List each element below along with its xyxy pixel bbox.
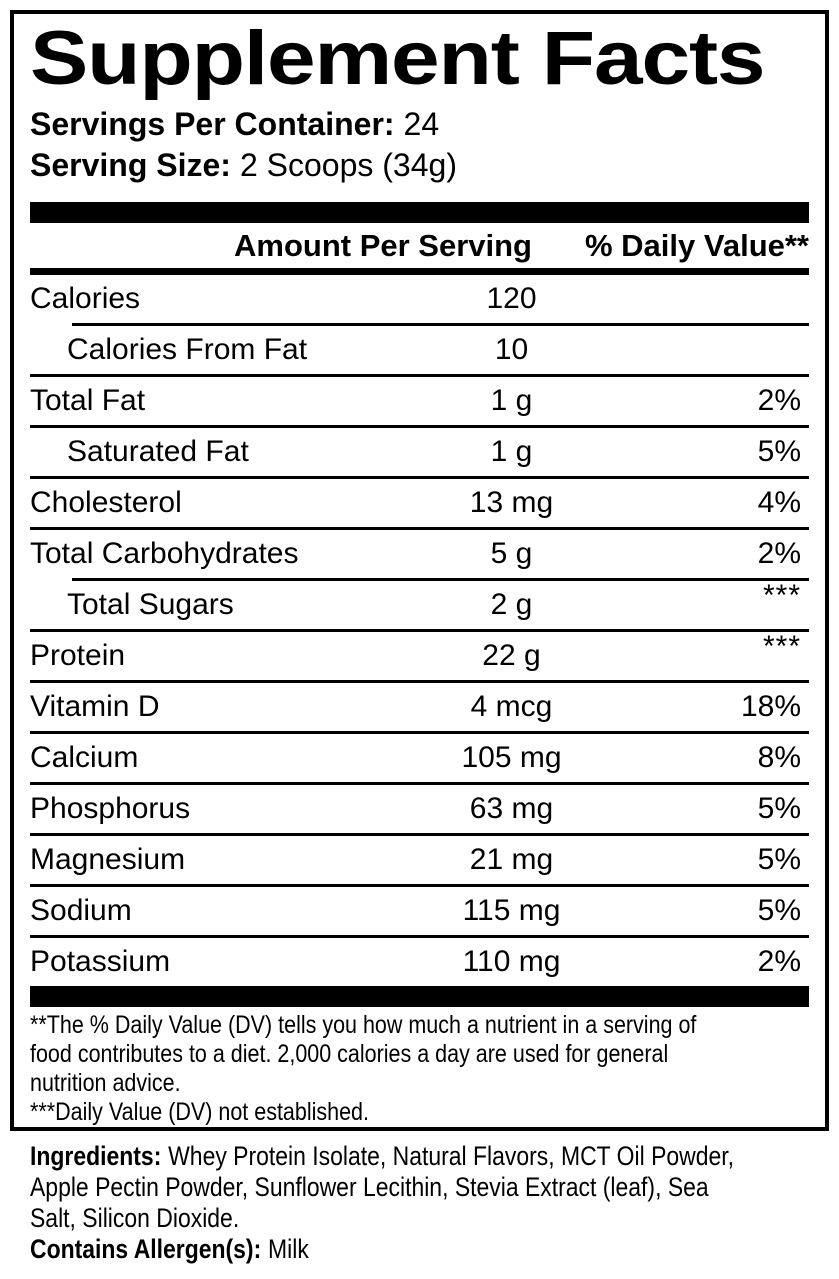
table-row-total-sugars: Total Sugars 2 g *** (30, 579, 809, 629)
supplement-facts-panel: Supplement Facts Servings Per Container:… (10, 10, 829, 1131)
nutrient-name: Calories (30, 282, 141, 315)
row-divider (30, 782, 809, 785)
nutrient-name: Magnesium (30, 843, 186, 876)
ingredients-line: Ingredients: Whey Protein Isolate, Natura… (30, 1141, 734, 1172)
nutrient-amount: 4 mcg (470, 690, 553, 723)
nutrient-name: Cholesterol (30, 486, 182, 519)
row-divider (30, 833, 809, 836)
table-row-saturated-fat: Saturated Fat 1 g 5% (30, 428, 809, 476)
ingredients-line: Salt, Silicon Dioxide. (30, 1203, 240, 1233)
allergen-value: Milk (268, 1234, 309, 1264)
table-row-cholesterol: Cholesterol 13 mg 4% (30, 479, 809, 527)
servings-per-container-label: Servings Per Container: (30, 106, 395, 142)
nutrient-amount: 21 mg (469, 843, 554, 876)
nutrient-dv: 5% (757, 843, 801, 876)
dv-footnote-line: **The % Daily Value (DV) tells you how m… (30, 1011, 697, 1039)
nutrient-name: Saturated Fat (67, 435, 249, 468)
nutrient-table: Calories 120 Calories From Fat 10 Total … (30, 275, 809, 986)
table-row-protein: Protein 22 g *** (30, 630, 809, 680)
ingredients-line: Apple Pectin Powder, Sunflower Lecithin,… (30, 1172, 709, 1202)
nutrient-dv: 2% (757, 537, 801, 570)
nutrient-amount: 63 mg (469, 792, 554, 825)
ingredients-text: Whey Protein Isolate, Natural Flavors, M… (168, 1141, 735, 1171)
dv-footnote-line: nutrition advice. (30, 1069, 181, 1097)
serving-size-value: 2 Scoops (34g) (239, 147, 457, 183)
table-row-total-carbohydrates: Total Carbohydrates 5 g 2% (30, 530, 809, 578)
table-row-magnesium: Magnesium 21 mg 5% (30, 836, 809, 884)
nutrient-dv: 5% (757, 435, 801, 468)
nutrient-amount: 2 g (490, 588, 533, 621)
nutrient-dv: 2% (757, 945, 801, 978)
nutrient-name: Phosphorus (30, 792, 191, 825)
row-divider (30, 374, 809, 377)
nutrient-amount: 115 mg (462, 894, 561, 927)
amount-per-serving-header: Amount Per Serving (234, 227, 532, 263)
nutrient-amount: 1 g (490, 384, 533, 417)
table-row-potassium: Potassium 110 mg 2% (30, 938, 809, 986)
row-divider (72, 578, 809, 581)
nutrient-amount: 1 g (490, 435, 533, 468)
table-row-phosphorus: Phosphorus 63 mg 5% (30, 785, 809, 833)
nutrient-amount: 10 (494, 333, 529, 366)
allergen-label: Contains Allergen(s): (30, 1234, 262, 1264)
nutrient-name: Potassium (30, 945, 171, 978)
nutrient-amount: 120 (486, 282, 537, 315)
row-divider (30, 935, 809, 938)
row-divider (30, 476, 809, 479)
nutrient-dv: 2% (757, 384, 801, 417)
serving-size-label: Serving Size: (30, 147, 231, 183)
nutrient-amount: 22 g (482, 639, 541, 672)
nutrient-name: Calcium (30, 741, 139, 774)
nutrient-dv: 8% (757, 741, 801, 774)
table-row-calcium: Calcium 105 mg 8% (30, 734, 809, 782)
servings-per-container-value: 24 (403, 106, 440, 142)
row-divider (30, 629, 809, 632)
ingredients-section: Ingredients: Whey Protein Isolate, Natura… (30, 1141, 734, 1265)
ingredients-label: Ingredients: (30, 1141, 162, 1171)
nutrient-name: Protein (30, 639, 126, 672)
table-row-sodium: Sodium 115 mg 5% (30, 887, 809, 935)
thick-divider-bar-bottom (30, 986, 809, 1007)
nutrient-dv: 5% (757, 792, 801, 825)
header-divider (30, 268, 809, 275)
not-established-footnote: ***Daily Value (DV) not established. (30, 1098, 370, 1126)
serving-size: Serving Size: 2 Scoops (34g) (30, 145, 809, 186)
nutrient-dv: *** (762, 579, 801, 612)
nutrient-name: Vitamin D (30, 690, 160, 723)
nutrient-name: Total Carbohydrates (30, 537, 299, 570)
row-divider (30, 680, 809, 683)
panel-title: Supplement Facts (30, 16, 766, 101)
nutrient-amount: 5 g (490, 537, 533, 570)
nutrient-name: Total Fat (30, 384, 146, 417)
row-divider (72, 323, 809, 326)
nutrient-dv: 18% (740, 690, 801, 723)
nutrient-dv: *** (762, 630, 801, 663)
thick-divider-bar-top (30, 202, 809, 223)
row-divider (30, 527, 809, 530)
daily-value-header: % Daily Value** (584, 227, 809, 263)
table-header-row: Amount Per Serving % Daily Value** (30, 223, 809, 268)
table-row-total-fat: Total Fat 1 g 2% (30, 377, 809, 425)
nutrient-dv: 4% (757, 486, 801, 519)
allergen-line: Contains Allergen(s): Milk (30, 1234, 709, 1265)
row-divider (30, 731, 809, 734)
nutrient-amount: 13 mg (469, 486, 554, 519)
table-row-vitamin-d: Vitamin D 4 mcg 18% (30, 683, 809, 731)
nutrient-name: Total Sugars (67, 588, 234, 621)
nutrient-amount: 105 mg (461, 741, 562, 774)
servings-per-container: Servings Per Container: 24 (30, 104, 809, 145)
table-row-calories: Calories 120 (30, 275, 809, 323)
footnotes: **The % Daily Value (DV) tells you how m… (30, 1007, 700, 1127)
row-divider (30, 425, 809, 428)
row-divider (30, 884, 809, 887)
nutrient-dv: 5% (757, 894, 801, 927)
nutrient-amount: 110 mg (462, 945, 561, 978)
table-row-calories-from-fat: Calories From Fat 10 (30, 326, 809, 374)
nutrient-name: Sodium (30, 894, 132, 927)
dv-footnote-line: food contributes to a diet. 2,000 calori… (30, 1040, 669, 1068)
nutrient-name: Calories From Fat (67, 333, 308, 366)
